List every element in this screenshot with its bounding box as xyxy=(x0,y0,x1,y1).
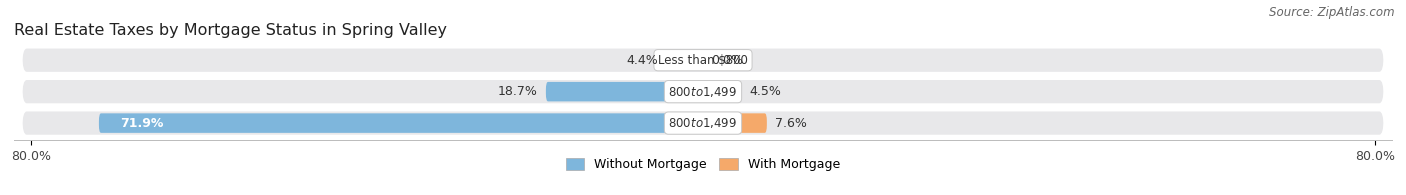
Text: 0.0%: 0.0% xyxy=(711,54,744,67)
FancyBboxPatch shape xyxy=(703,82,741,101)
Text: Real Estate Taxes by Mortgage Status in Spring Valley: Real Estate Taxes by Mortgage Status in … xyxy=(14,23,447,38)
Legend: Without Mortgage, With Mortgage: Without Mortgage, With Mortgage xyxy=(565,158,841,171)
FancyBboxPatch shape xyxy=(22,49,1384,72)
Text: 4.5%: 4.5% xyxy=(749,85,782,98)
Text: $800 to $1,499: $800 to $1,499 xyxy=(668,116,738,130)
Text: Less than $800: Less than $800 xyxy=(658,54,748,67)
FancyBboxPatch shape xyxy=(546,82,703,101)
Text: 18.7%: 18.7% xyxy=(498,85,537,98)
FancyBboxPatch shape xyxy=(22,112,1384,135)
Text: 71.9%: 71.9% xyxy=(120,117,163,130)
Text: $800 to $1,499: $800 to $1,499 xyxy=(668,85,738,99)
FancyBboxPatch shape xyxy=(22,80,1384,103)
FancyBboxPatch shape xyxy=(703,113,766,133)
Text: 7.6%: 7.6% xyxy=(775,117,807,130)
Text: 4.4%: 4.4% xyxy=(626,54,658,67)
Text: Source: ZipAtlas.com: Source: ZipAtlas.com xyxy=(1270,6,1395,19)
FancyBboxPatch shape xyxy=(666,51,703,70)
FancyBboxPatch shape xyxy=(98,113,703,133)
